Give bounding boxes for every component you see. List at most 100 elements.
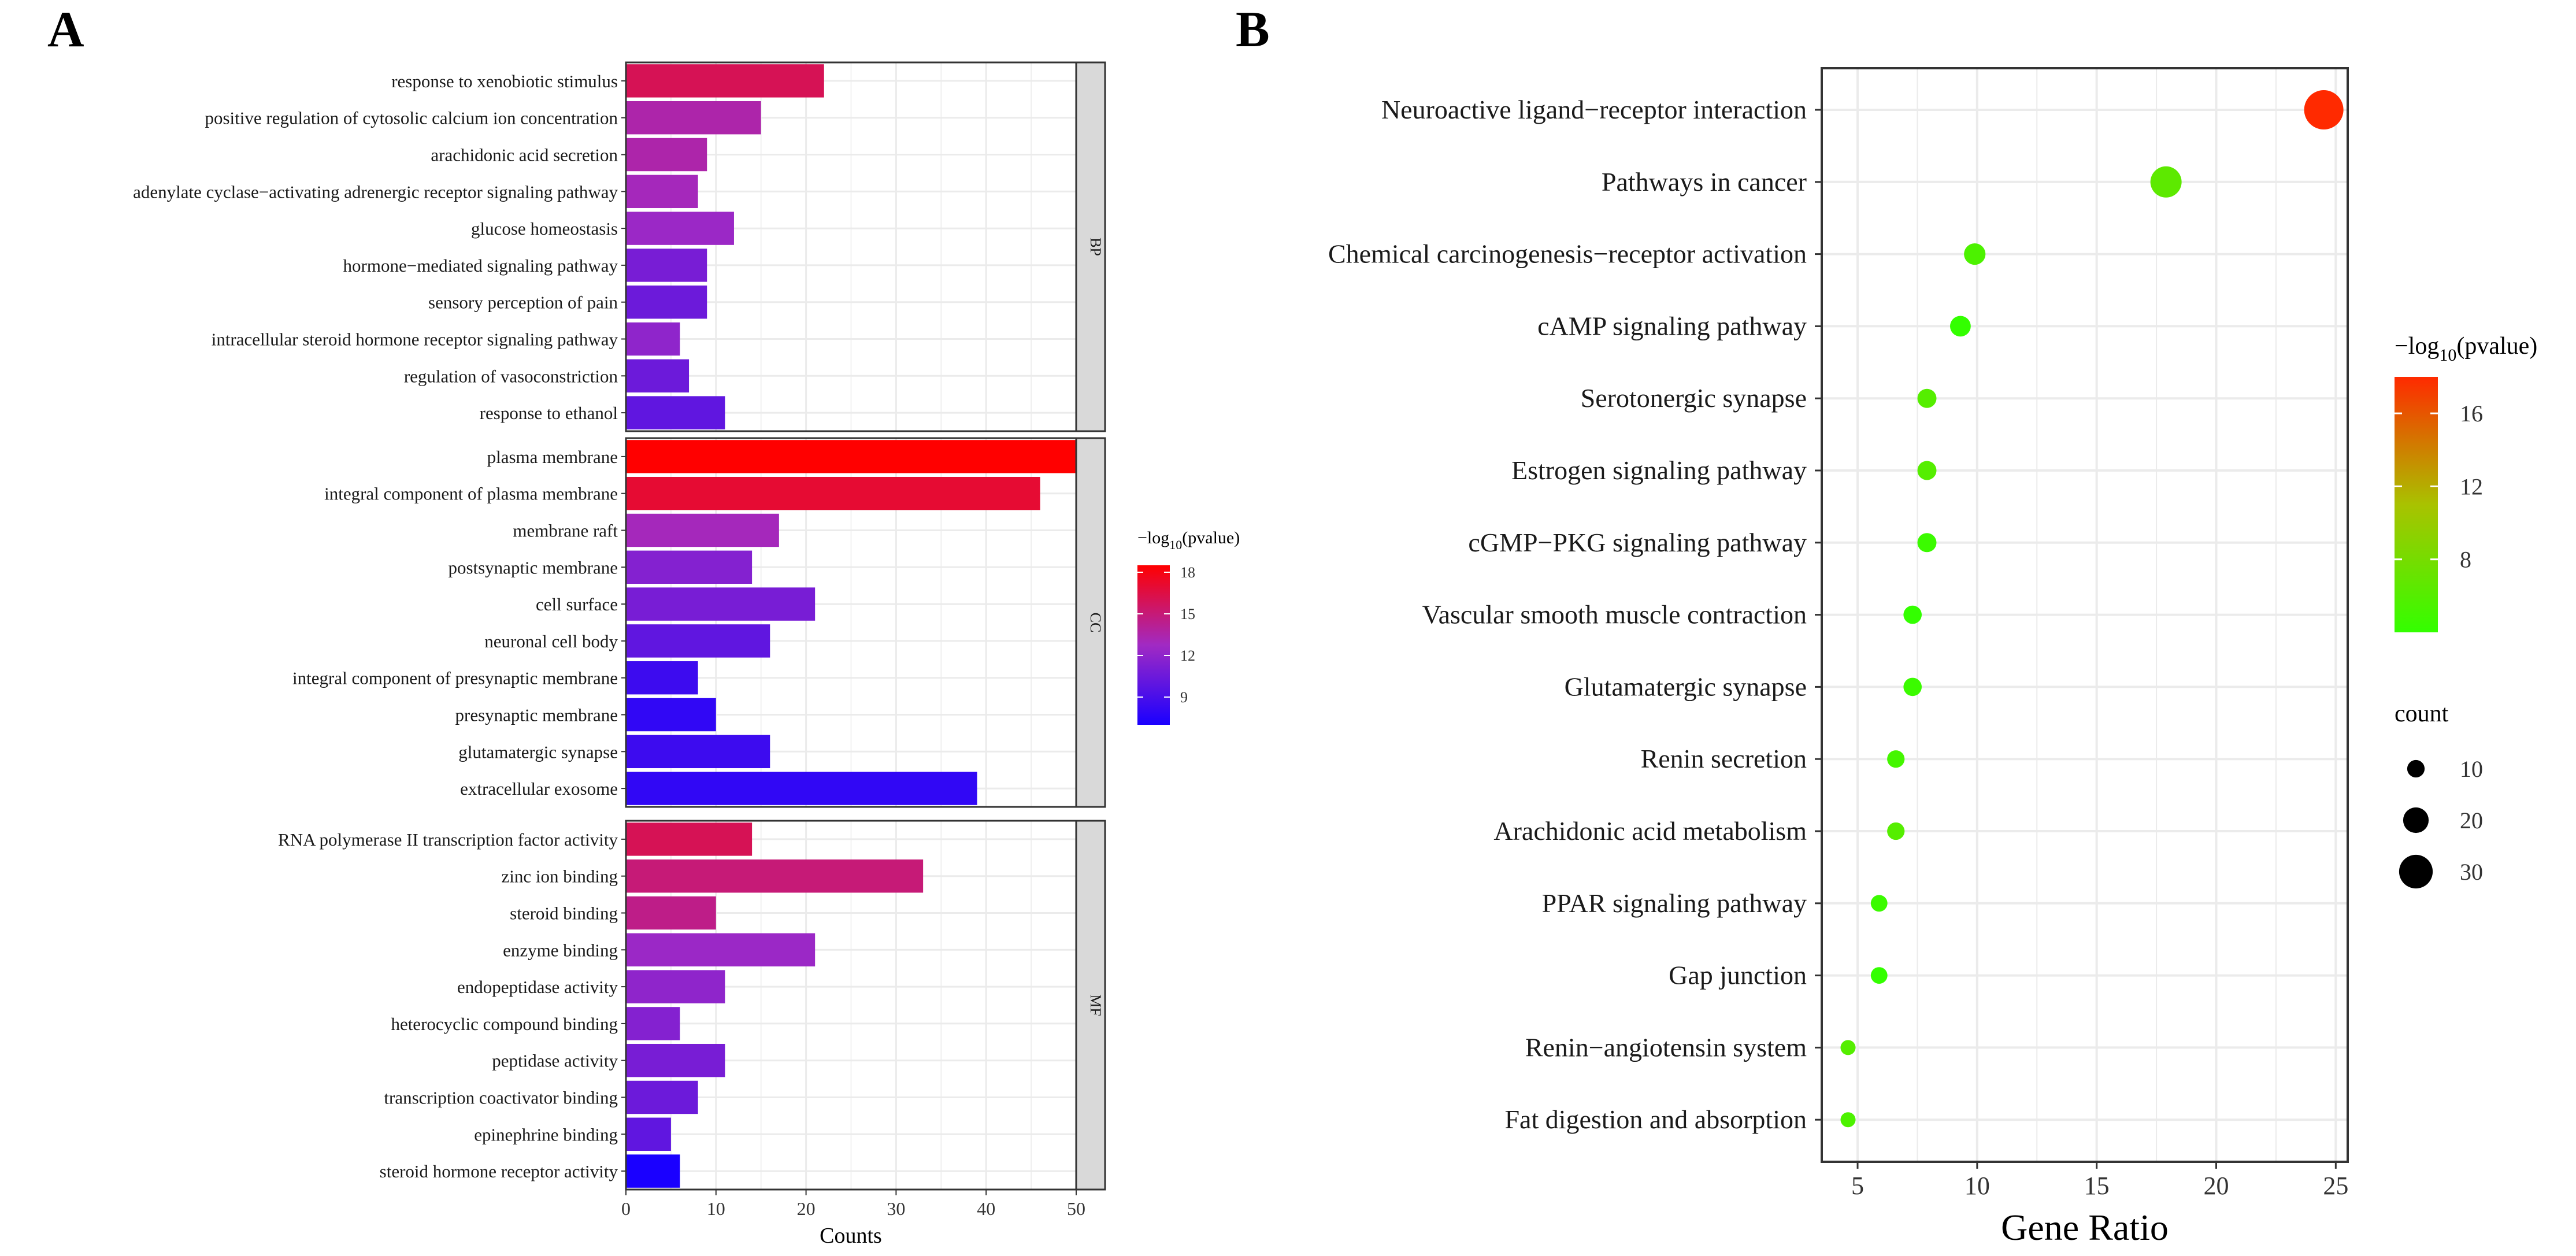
dot <box>1964 243 1986 265</box>
dot <box>1903 605 1922 624</box>
x-tick-label: 10 <box>1965 1172 1990 1200</box>
bar <box>626 322 680 356</box>
bar-category-label: response to ethanol <box>480 403 618 423</box>
dot <box>1950 316 1971 337</box>
bar <box>626 1007 680 1040</box>
bar <box>626 550 753 584</box>
size-legend-label: 10 <box>2460 756 2483 782</box>
dot-category-label: Renin−angiotensin system <box>1525 1032 1807 1062</box>
panel-a-bar-chart: BP CC MF response to xenobiotic stimulus po… <box>133 61 1240 1248</box>
dot <box>2150 166 2182 198</box>
bar <box>626 249 707 282</box>
facet-strip-label: CC <box>1087 613 1104 633</box>
x-tick-label: 10 <box>707 1198 725 1219</box>
panel-b-category-labels: Neuroactive ligand−receptor interaction P… <box>1328 95 1822 1134</box>
x-tick-label: 25 <box>2323 1172 2348 1200</box>
bar <box>626 933 816 967</box>
panel-a-legend-colorbar <box>1137 565 1170 725</box>
bar <box>626 396 725 429</box>
bar-category-label: enzyme binding <box>503 940 618 960</box>
legend-tick-label: 12 <box>2460 473 2483 499</box>
bar <box>626 896 716 930</box>
dot <box>2304 90 2344 129</box>
bar-category-label: steroid hormone receptor activity <box>380 1161 618 1181</box>
facet-strip-label: BP <box>1087 238 1104 256</box>
bar-category-label: endopeptidase activity <box>457 977 618 997</box>
bar <box>626 64 824 98</box>
bar <box>626 440 1076 473</box>
x-tick-label: 0 <box>621 1198 631 1219</box>
facet-strip <box>1075 61 1106 432</box>
x-tick-label: 50 <box>1067 1198 1085 1219</box>
bar <box>626 661 698 695</box>
facet-strip <box>1075 820 1106 1191</box>
bar-category-label: sensory perception of pain <box>428 292 618 313</box>
dot-category-label: Glutamatergic synapse <box>1565 672 1807 701</box>
legend-tick-label: 9 <box>1180 689 1188 706</box>
dot-category-label: Serotonergic synapse <box>1581 383 1807 413</box>
bar <box>626 859 924 893</box>
legend-tick-label: 8 <box>2460 547 2471 573</box>
bar-category-label: cell surface <box>536 594 618 614</box>
dot <box>1917 533 1937 553</box>
legend-tick-label: 15 <box>1180 606 1195 623</box>
panel-a-bars <box>626 64 1076 1188</box>
panel-b-size-legend-title: count <box>2395 701 2449 727</box>
bar-category-label: arachidonic acid secretion <box>431 145 618 165</box>
panel-b-size-legend: count 10 20 30 <box>2395 701 2483 889</box>
dot-category-label: Fat digestion and absorption <box>1504 1105 1807 1134</box>
bar <box>626 1080 698 1114</box>
dot <box>1887 822 1905 840</box>
dot-category-label: cAMP signaling pathway <box>1537 311 1807 340</box>
bar <box>626 101 761 135</box>
dot-category-label: Estrogen signaling pathway <box>1511 455 1807 485</box>
facet-strip <box>1075 437 1106 808</box>
bar-category-label: RNA polymerase II transcription factor a… <box>278 829 618 850</box>
bar-category-label: response to xenobiotic stimulus <box>391 71 618 91</box>
dot <box>1840 1112 1856 1128</box>
bar-category-label: steroid binding <box>510 903 618 924</box>
panel-a-legend-title: −log10(pvalue) <box>1137 528 1240 552</box>
dot <box>1917 388 1937 408</box>
panel-label-a: A <box>47 2 84 58</box>
bar <box>626 735 770 769</box>
panel-a-facet-strips: BP CC MF <box>1075 61 1106 1191</box>
dot-category-label: Renin secretion <box>1641 744 1807 773</box>
facet-strip-label: MF <box>1087 994 1104 1016</box>
dot-category-label: PPAR signaling pathway <box>1542 888 1807 918</box>
bar <box>626 698 716 732</box>
bar-category-label: epinephrine binding <box>474 1124 618 1144</box>
x-tick-label: 15 <box>2084 1172 2110 1200</box>
panel-a-color-legend: −log10(pvalue) 9 12 15 18 <box>1137 528 1240 725</box>
bar <box>626 175 698 209</box>
bar <box>626 212 734 245</box>
bar-category-label: postsynaptic membrane <box>448 557 618 577</box>
dot-category-label: Arachidonic acid metabolism <box>1493 816 1807 846</box>
bar-category-label: extracellular exosome <box>460 779 618 799</box>
panel-b-gridlines <box>1822 68 2348 1162</box>
bar-category-label: plasma membrane <box>487 447 618 467</box>
bar <box>626 1154 680 1188</box>
x-tick-label: 30 <box>887 1198 905 1219</box>
dot <box>1917 461 1937 480</box>
bar <box>626 476 1040 510</box>
bar-category-label: neuronal cell body <box>484 631 618 651</box>
panel-b-dots <box>1840 90 2344 1128</box>
legend-tick-label: 12 <box>1180 647 1195 664</box>
panel-b-x-axis-title: Gene Ratio <box>2001 1207 2169 1248</box>
bar-category-label: zinc ion binding <box>502 866 618 887</box>
bar-category-label: heterocyclic compound binding <box>391 1014 618 1034</box>
dot-category-label: cGMP−PKG signaling pathway <box>1468 528 1807 557</box>
bar <box>626 513 779 547</box>
panel-b-x-axis: Gene Ratio 5 10 15 20 25 <box>1851 1162 2348 1248</box>
size-legend-key <box>2407 759 2425 778</box>
dot-category-label: Neuroactive ligand−receptor interaction <box>1381 95 1807 124</box>
size-legend-key <box>2403 807 2429 833</box>
x-tick-label: 5 <box>1851 1172 1864 1200</box>
size-legend-label: 20 <box>2460 807 2483 833</box>
x-tick-label: 40 <box>977 1198 995 1219</box>
bar-category-label: glucose homeostasis <box>471 218 618 239</box>
bar-category-label: peptidase activity <box>492 1051 618 1071</box>
panel-b-color-legend-colorbar <box>2395 377 2438 632</box>
